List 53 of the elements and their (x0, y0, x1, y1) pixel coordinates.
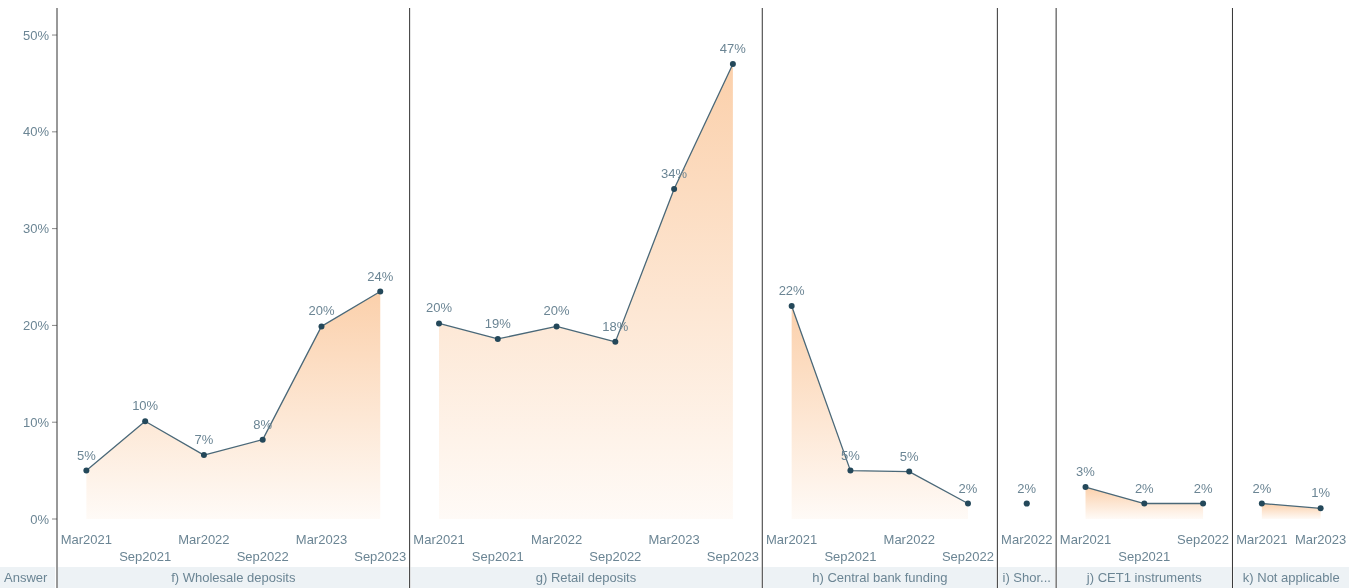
y-tick-label: 30% (22, 221, 50, 237)
x-tick-label: Sep2023 (354, 549, 407, 564)
y-tick-label: 50% (22, 27, 50, 43)
y-tick-label: 20% (22, 317, 50, 333)
text: 2% (1134, 480, 1154, 496)
x-tick-label: Mar2021 (1059, 532, 1112, 547)
x-tick-label: Sep2021 (119, 549, 172, 564)
text: 10% (132, 398, 159, 414)
x-tick-label: Mar2023 (1294, 532, 1347, 547)
x-axis-title: j) CET1 instruments (1085, 570, 1203, 585)
x-tick-label: Mar2021 (60, 532, 113, 547)
x-axis-title: k) Not applicable (1242, 570, 1340, 585)
x-tick-label: Mar2023 (295, 532, 348, 547)
x-axis-title: f) Wholesale deposits (171, 570, 296, 585)
x-tick-label: Mar2021 (1236, 532, 1288, 547)
x-tick-label: Sep2022 (941, 549, 995, 564)
x-tick-label: Sep2023 (706, 549, 759, 564)
x-tick-label: Sep2021 (824, 549, 877, 564)
text: 19% (484, 315, 511, 331)
x-tick-label: Mar2022 (178, 532, 230, 547)
x-tick-label: Mar2022 (883, 532, 935, 547)
x-tick-label: Sep2021 (471, 549, 524, 564)
x-tick-label: Sep2022 (1177, 532, 1230, 547)
y-tick-label: 0% (30, 511, 50, 527)
text: 5% (899, 448, 919, 464)
text: 20% (426, 300, 453, 316)
x-axis-title: i) Shor... (1002, 570, 1051, 585)
x-tick-label: Mar2022 (530, 532, 583, 547)
text: Answer (4, 570, 49, 585)
x-tick-label: Sep2022 (236, 549, 289, 564)
text: 24% (367, 268, 394, 284)
x-tick-label: Mar2021 (413, 532, 465, 547)
text: 2% (1252, 480, 1272, 496)
text: 47% (719, 41, 746, 57)
text: 2% (1017, 480, 1037, 496)
y-tick-label: 40% (22, 124, 50, 140)
x-tick-label: Sep2021 (1118, 549, 1171, 564)
x-axis-title: h) Central bank funding (812, 570, 948, 585)
text: 7% (194, 432, 214, 448)
x-axis-title: g) Retail deposits (535, 570, 637, 585)
x-tick-label: Mar2023 (648, 532, 700, 547)
y-tick-label: 10% (22, 414, 50, 430)
text: 1% (1311, 485, 1331, 501)
x-tick-label: Mar2022 (1001, 532, 1053, 547)
text: 20% (543, 303, 570, 319)
text: 2% (1193, 480, 1213, 496)
x-tick-label: Sep2022 (589, 549, 642, 564)
text: 20% (308, 303, 335, 319)
text: 5% (76, 447, 96, 463)
text: 3% (1076, 464, 1095, 480)
x-tick-label: Mar2021 (766, 532, 818, 547)
text: 2% (958, 480, 978, 496)
text: 22% (778, 283, 805, 299)
